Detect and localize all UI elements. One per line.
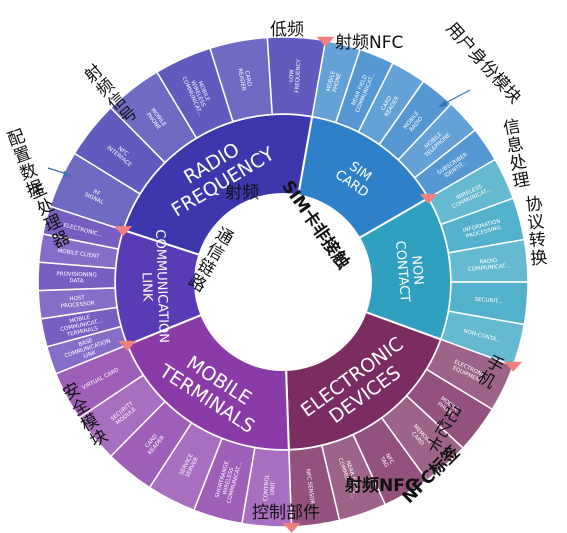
- inner-label-5: COMMUNICATIONLINK: [137, 229, 171, 343]
- outer-label-33: MOBILE CLIENT: [57, 248, 100, 260]
- outer-label-22: NFC SENSOR: [304, 469, 315, 505]
- tag-marker-4: [282, 522, 301, 533]
- outer-label-6: MOBILEPHONE: [326, 70, 343, 94]
- annotation-low-frequency: 低频: [270, 20, 304, 40]
- inner-label-1: SIMCARD: [332, 155, 380, 201]
- outer-label-14: RADIOCOMMUNICAT...: [467, 257, 511, 273]
- annotation-protocol-conversion: 协议转换: [520, 194, 548, 268]
- outer-label-32: PROVISIONINGDATA: [56, 271, 97, 284]
- inner-label-2: NONCONTACT: [392, 239, 427, 303]
- outer-label-5: LOWFREQUENCY: [288, 58, 302, 93]
- tag-marker-5: [118, 340, 137, 351]
- annotation-rf-nfc-top: 射频NFC: [335, 33, 404, 53]
- tag-marker-1: [316, 36, 335, 47]
- tag-marker-3: [504, 361, 523, 372]
- outer-label-20: NFCTAG: [378, 452, 395, 469]
- outer-label-23: CONTROLUNIT: [263, 473, 277, 502]
- arrow-config-data-head: [63, 171, 72, 177]
- annotation-rf-inner: 射频: [225, 183, 259, 203]
- outer-label-4: CARDREADER: [236, 67, 252, 92]
- tag-marker-2: [419, 194, 438, 204]
- annotation-arrows: [47, 89, 471, 177]
- arrow-user-id-head: [438, 100, 447, 107]
- annotation-rf-nfc-bottom: 射频NFC: [345, 476, 418, 496]
- segment-layer: [37, 36, 529, 533]
- tag-marker-0: [114, 226, 133, 237]
- annotation-control-unit: 控制部件: [252, 503, 320, 523]
- outer-label-31: HOSTPROCESSOR: [60, 294, 95, 309]
- outer-label-15: SECURIT...: [474, 297, 503, 305]
